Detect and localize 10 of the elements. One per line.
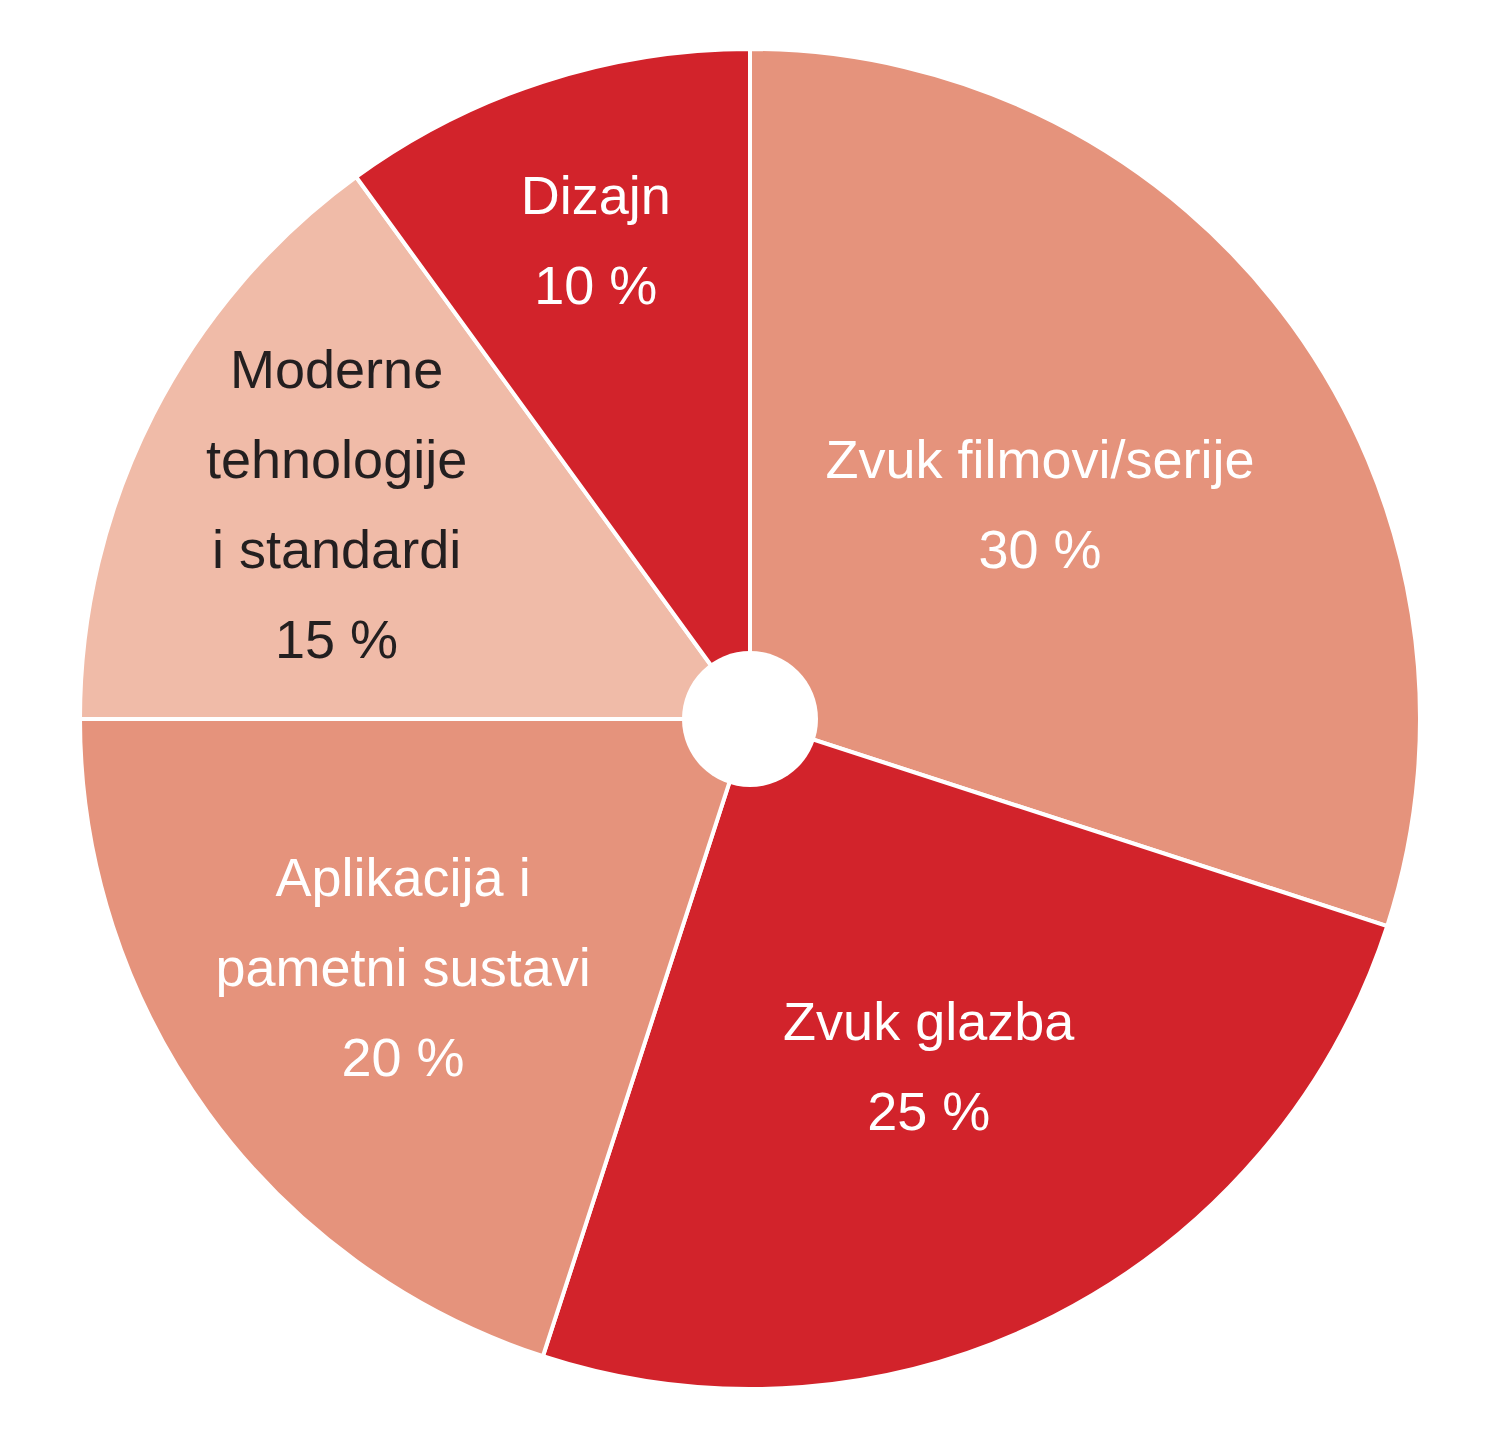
data-label: 20 % [341,1026,465,1087]
slice-label: Zvuk filmovi/serije [825,429,1255,490]
slice-label: Zvuk glazba [783,990,1076,1051]
data-label: 30 % [978,519,1102,580]
data-label: 10 % [534,255,658,316]
data-label: 25 % [867,1080,991,1141]
slice-label: Moderne tehnologije i standardi [205,339,468,580]
slice-label: Aplikacija i pametni sustavi [215,846,591,997]
slice-label: Dizajn [520,165,671,226]
data-label: 15 % [275,609,399,670]
